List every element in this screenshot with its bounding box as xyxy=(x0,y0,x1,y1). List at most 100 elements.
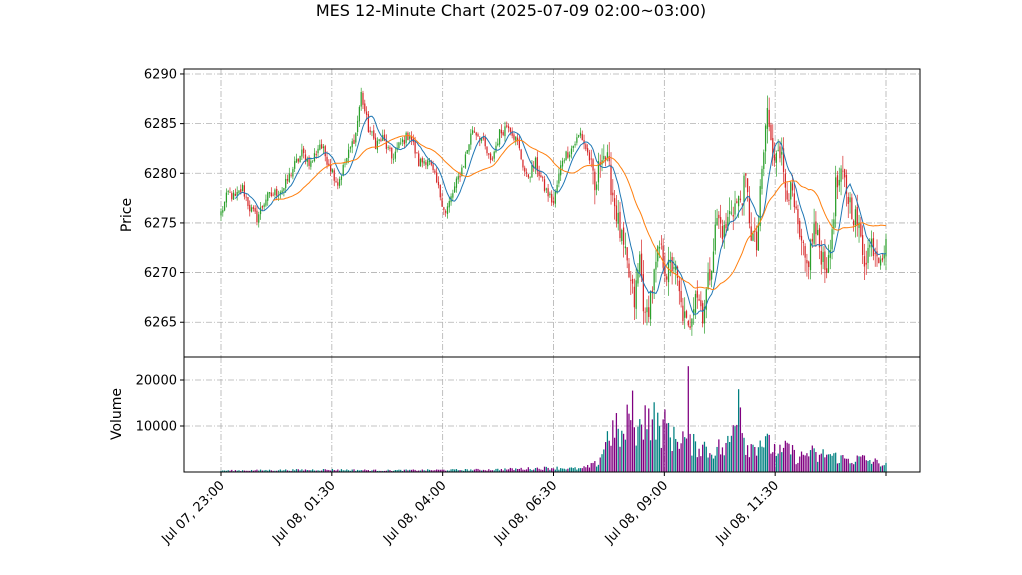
candle-body xyxy=(569,154,571,158)
candle-body xyxy=(398,142,400,149)
candle-body xyxy=(556,184,558,193)
candle-body xyxy=(268,191,271,194)
candle-body xyxy=(445,211,447,213)
volume-bar xyxy=(484,470,486,472)
candle-body xyxy=(721,226,724,239)
volume-bar xyxy=(436,469,438,472)
volume-bar xyxy=(376,470,378,472)
candle-body xyxy=(232,192,235,200)
candle-body xyxy=(572,145,574,149)
candle-body xyxy=(856,206,858,226)
candle-body xyxy=(626,247,628,261)
volume-bar xyxy=(646,429,648,472)
candle-body xyxy=(628,263,630,278)
volume-bar xyxy=(791,445,794,472)
volume-bar xyxy=(736,424,738,472)
volume-bar xyxy=(335,470,337,472)
candle-body xyxy=(883,254,885,259)
volume-bar xyxy=(691,455,693,472)
price-tick-label: 6265 xyxy=(144,316,177,331)
price-panel-frame xyxy=(183,68,921,358)
volume-bar xyxy=(362,470,364,472)
candle-body xyxy=(545,188,547,190)
candle-body xyxy=(373,130,375,139)
candle-body xyxy=(292,169,294,177)
candle-body xyxy=(631,278,634,284)
ma-short-line xyxy=(234,115,887,315)
volume-bar xyxy=(394,470,396,472)
candle-body xyxy=(347,149,350,158)
candle-body xyxy=(488,153,490,155)
candle-body xyxy=(847,196,849,204)
volume-bar xyxy=(558,469,560,472)
volume-bar xyxy=(349,470,352,472)
candle-body xyxy=(831,229,833,250)
volume-bar xyxy=(779,444,781,472)
candle-body xyxy=(777,149,779,151)
candle-body xyxy=(371,131,373,133)
candle-body xyxy=(272,194,274,196)
volume-bar xyxy=(606,431,609,472)
candle-body xyxy=(297,158,299,162)
volume-bar xyxy=(754,446,756,472)
volume-bar xyxy=(569,467,571,472)
candle-body xyxy=(263,204,265,207)
volume-bar xyxy=(475,468,477,472)
candle-body xyxy=(489,153,492,161)
volume-bar xyxy=(773,443,776,472)
volume-bar xyxy=(346,469,348,472)
candle-body xyxy=(818,228,821,248)
volume-bar xyxy=(594,461,596,472)
volume-bar xyxy=(741,433,743,472)
candle-body xyxy=(448,201,450,208)
volume-bar xyxy=(613,437,616,472)
volume-bar xyxy=(488,469,490,472)
candle-body xyxy=(761,168,763,189)
price-tick-label: 6280 xyxy=(144,167,177,182)
volume-bar xyxy=(675,438,677,472)
candle-body xyxy=(858,222,860,229)
volume-bar xyxy=(777,453,779,472)
candle-body xyxy=(525,172,528,174)
candle-body xyxy=(633,286,636,308)
candle-body xyxy=(276,188,278,196)
price-y-axis: 6265 6270 6275 6280 6285 6290 xyxy=(144,67,184,331)
candle-body xyxy=(723,224,725,238)
candle-body xyxy=(335,181,337,182)
volume-bar xyxy=(561,468,564,472)
volume-bar xyxy=(727,435,729,472)
volume-bar xyxy=(502,470,504,472)
candle-body xyxy=(482,137,485,139)
volume-bar xyxy=(457,470,459,472)
candle-body xyxy=(540,175,542,178)
volume-bar xyxy=(482,469,485,472)
volume-bar xyxy=(755,455,758,472)
candle-body xyxy=(682,305,684,322)
volume-bar xyxy=(772,452,774,472)
candle-body xyxy=(319,144,321,150)
volume-bar xyxy=(464,469,467,472)
candle-body xyxy=(597,160,600,183)
volume-bar xyxy=(344,470,346,472)
volume-bar xyxy=(669,437,671,472)
candle-body xyxy=(561,160,564,167)
volume-bar xyxy=(725,442,727,472)
volume-bar xyxy=(651,419,653,472)
candle-body xyxy=(480,138,483,141)
candle-body xyxy=(581,134,583,141)
candle-body xyxy=(349,147,352,149)
candle-body xyxy=(524,167,526,172)
candle-body xyxy=(829,250,831,258)
candle-body xyxy=(684,311,686,318)
volume-bar xyxy=(400,469,402,472)
candle-body xyxy=(387,147,389,149)
candle-body xyxy=(689,326,691,328)
candle-body xyxy=(826,268,828,273)
candle-body xyxy=(646,307,648,313)
volume-bar xyxy=(421,469,423,472)
candle-body xyxy=(299,155,301,162)
candle-body xyxy=(403,140,405,145)
candle-body xyxy=(860,223,862,237)
candle-body xyxy=(405,132,407,143)
volume-bar xyxy=(585,467,587,472)
